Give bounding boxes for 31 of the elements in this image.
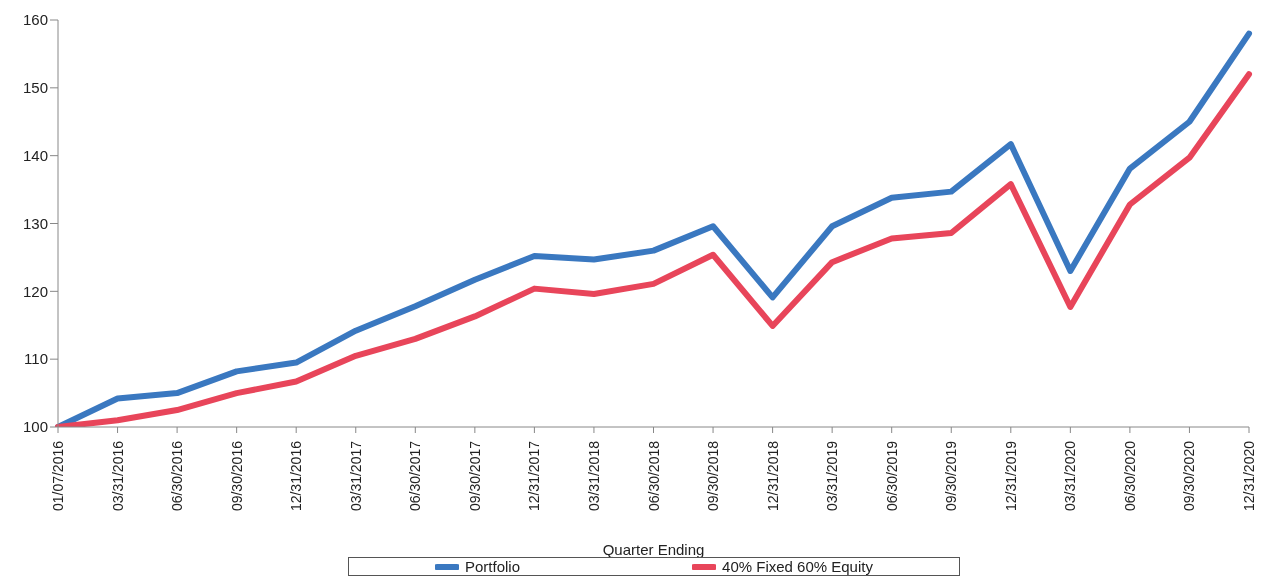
x-tick-label: 12/31/2019 xyxy=(1002,440,1019,512)
x-tick-label: 03/31/2020 xyxy=(1062,440,1079,512)
x-tick-label: 03/31/2017 xyxy=(347,440,364,512)
x-tick-label: 03/31/2018 xyxy=(585,440,602,512)
x-tick-label: 12/31/2017 xyxy=(526,440,543,512)
x-tick-label: 09/30/2020 xyxy=(1181,440,1198,512)
y-tick-label: 100 xyxy=(22,418,48,436)
legend-label: 40% Fixed 60% Equity xyxy=(721,558,873,575)
x-tick-label: 03/31/2016 xyxy=(109,440,126,512)
y-tick-label: 160 xyxy=(22,11,48,29)
y-tick-label: 140 xyxy=(22,146,48,164)
x-tick-label: 06/30/2018 xyxy=(645,440,662,512)
x-tick-label: 09/30/2018 xyxy=(705,440,722,512)
y-tick-label: 110 xyxy=(24,350,48,368)
x-tick-label: 09/30/2019 xyxy=(943,440,960,512)
x-tick-label: 12/31/2018 xyxy=(764,440,781,512)
x-tick-label: 01/07/2016 xyxy=(50,440,66,512)
y-tick-label: 130 xyxy=(22,214,48,232)
x-tick-label: 03/31/2019 xyxy=(824,440,841,512)
legend-label: Portfolio xyxy=(464,558,521,575)
x-tick-label: 06/30/2016 xyxy=(169,440,186,512)
x-tick-label: 06/30/2019 xyxy=(883,440,900,512)
x-tick-label: 06/30/2017 xyxy=(407,440,424,512)
x-tick-label: 12/31/2020 xyxy=(1241,440,1257,512)
y-tick-label: 120 xyxy=(22,282,48,300)
x-tick-label: 09/30/2017 xyxy=(466,440,483,512)
x-tick-label: 12/31/2016 xyxy=(288,440,305,512)
x-axis-title: Quarter Ending xyxy=(602,541,705,558)
x-tick-label: 09/30/2016 xyxy=(228,440,245,512)
y-tick-label: 150 xyxy=(22,79,48,97)
x-tick-label: 06/30/2020 xyxy=(1121,440,1138,512)
